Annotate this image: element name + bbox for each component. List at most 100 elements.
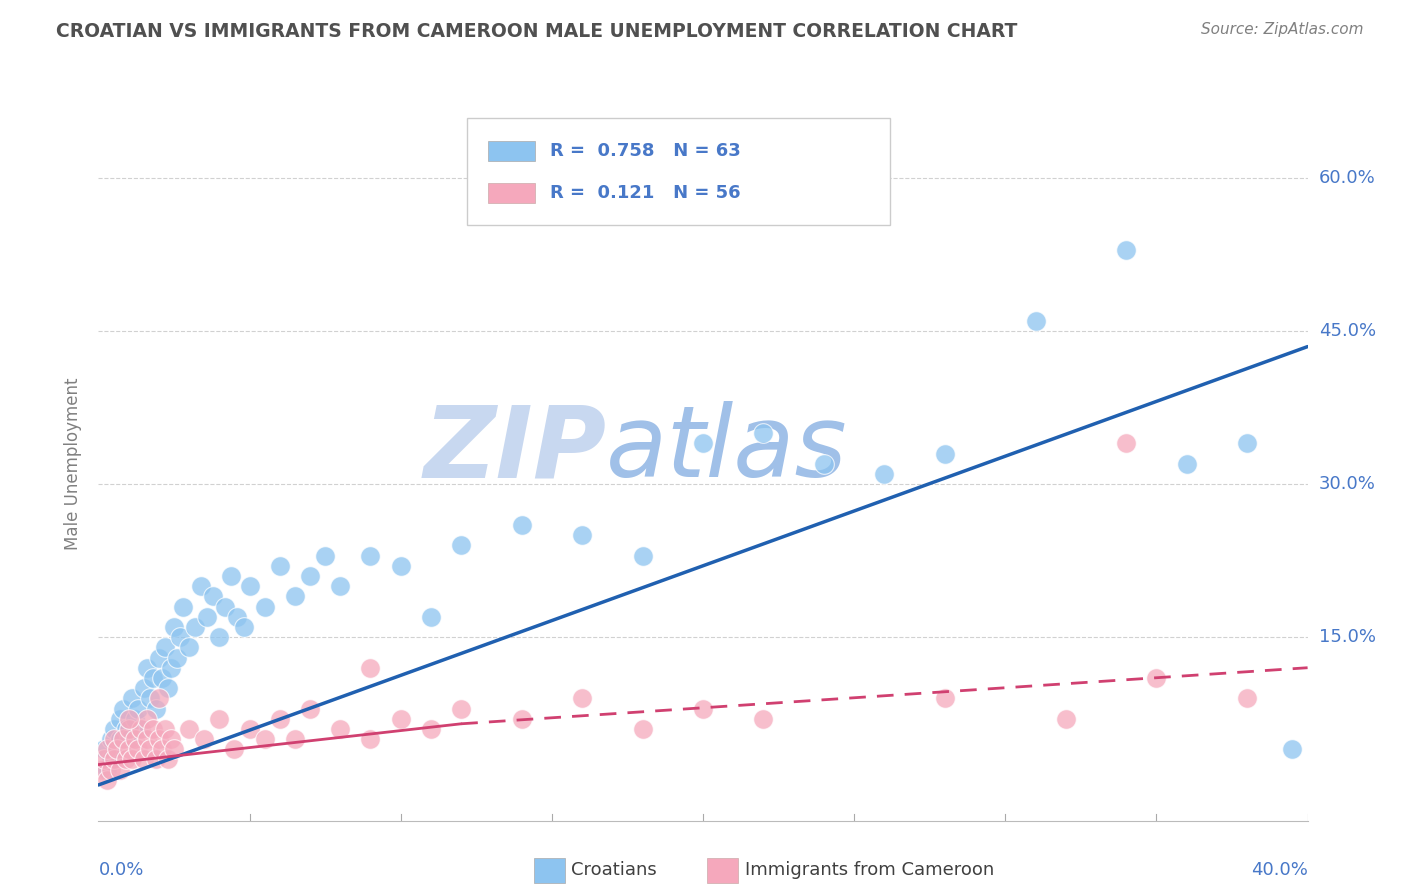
Point <box>135 712 157 726</box>
Point <box>221 569 243 583</box>
Text: atlas: atlas <box>606 401 848 498</box>
Point <box>163 742 186 756</box>
Point <box>132 681 155 695</box>
Point <box>153 640 176 655</box>
Point <box>299 569 322 583</box>
Point <box>177 640 201 655</box>
Point <box>145 701 167 715</box>
Y-axis label: Male Unemployment: Male Unemployment <box>65 377 83 550</box>
Point <box>1115 436 1137 450</box>
Point <box>172 599 194 614</box>
Point <box>127 742 149 756</box>
Point <box>239 722 262 736</box>
Point <box>96 772 118 787</box>
Text: R =  0.758   N = 63: R = 0.758 N = 63 <box>550 143 741 161</box>
Point <box>299 701 322 715</box>
Point <box>329 579 352 593</box>
FancyBboxPatch shape <box>488 141 536 161</box>
Point <box>239 579 262 593</box>
Point <box>934 691 956 706</box>
Point <box>190 579 212 593</box>
Point <box>1281 742 1303 756</box>
Point <box>873 467 896 481</box>
Point <box>96 763 118 777</box>
Point <box>148 691 170 706</box>
Point <box>269 558 291 573</box>
Point <box>124 732 146 747</box>
Point <box>1236 691 1258 706</box>
Point <box>214 599 236 614</box>
Point <box>253 599 276 614</box>
Point <box>90 763 112 777</box>
Point <box>284 590 307 604</box>
Point <box>150 742 173 756</box>
Point <box>177 722 201 736</box>
Point <box>166 650 188 665</box>
Point <box>139 742 162 756</box>
Point <box>160 661 183 675</box>
Point <box>111 732 134 747</box>
Point <box>184 620 207 634</box>
Point <box>226 609 249 624</box>
Point <box>96 742 118 756</box>
Point <box>419 609 441 624</box>
Point <box>100 752 122 766</box>
Point <box>156 681 179 695</box>
Point <box>145 752 167 766</box>
Point <box>269 712 291 726</box>
Point <box>389 558 412 573</box>
Point <box>360 661 382 675</box>
Point <box>752 426 775 441</box>
Point <box>114 752 136 766</box>
Point <box>142 722 165 736</box>
Point <box>121 752 143 766</box>
Point <box>208 630 231 644</box>
Point <box>934 447 956 461</box>
Point <box>284 732 307 747</box>
Point <box>103 722 125 736</box>
Point <box>105 742 128 756</box>
Text: Immigrants from Cameroon: Immigrants from Cameroon <box>745 861 994 879</box>
Text: 30.0%: 30.0% <box>1319 475 1375 493</box>
Point <box>631 549 654 563</box>
Point <box>129 722 152 736</box>
Point <box>360 732 382 747</box>
Point <box>132 752 155 766</box>
Point <box>571 528 593 542</box>
Point <box>139 691 162 706</box>
Point <box>224 742 246 756</box>
Point <box>1054 712 1077 726</box>
Point <box>1144 671 1167 685</box>
Point <box>127 701 149 715</box>
Point <box>118 732 141 747</box>
Point <box>108 763 131 777</box>
Point <box>103 752 125 766</box>
Point <box>118 742 141 756</box>
Point <box>153 722 176 736</box>
Point <box>142 671 165 685</box>
Point <box>510 518 533 533</box>
Point <box>631 722 654 736</box>
Point <box>129 722 152 736</box>
Point <box>510 712 533 726</box>
Point <box>156 752 179 766</box>
Point <box>450 701 472 715</box>
Point <box>148 732 170 747</box>
Text: 40.0%: 40.0% <box>1251 862 1308 880</box>
Point <box>163 620 186 634</box>
Point <box>389 712 412 726</box>
Point <box>111 701 134 715</box>
Point <box>150 671 173 685</box>
Point <box>692 701 714 715</box>
FancyBboxPatch shape <box>488 183 536 203</box>
Point <box>195 609 218 624</box>
Point <box>114 722 136 736</box>
Text: 45.0%: 45.0% <box>1319 322 1376 341</box>
Point <box>1236 436 1258 450</box>
Point <box>193 732 215 747</box>
Text: 60.0%: 60.0% <box>1319 169 1375 187</box>
Point <box>450 538 472 552</box>
Point <box>105 742 128 756</box>
Point <box>93 742 115 756</box>
Point <box>135 661 157 675</box>
